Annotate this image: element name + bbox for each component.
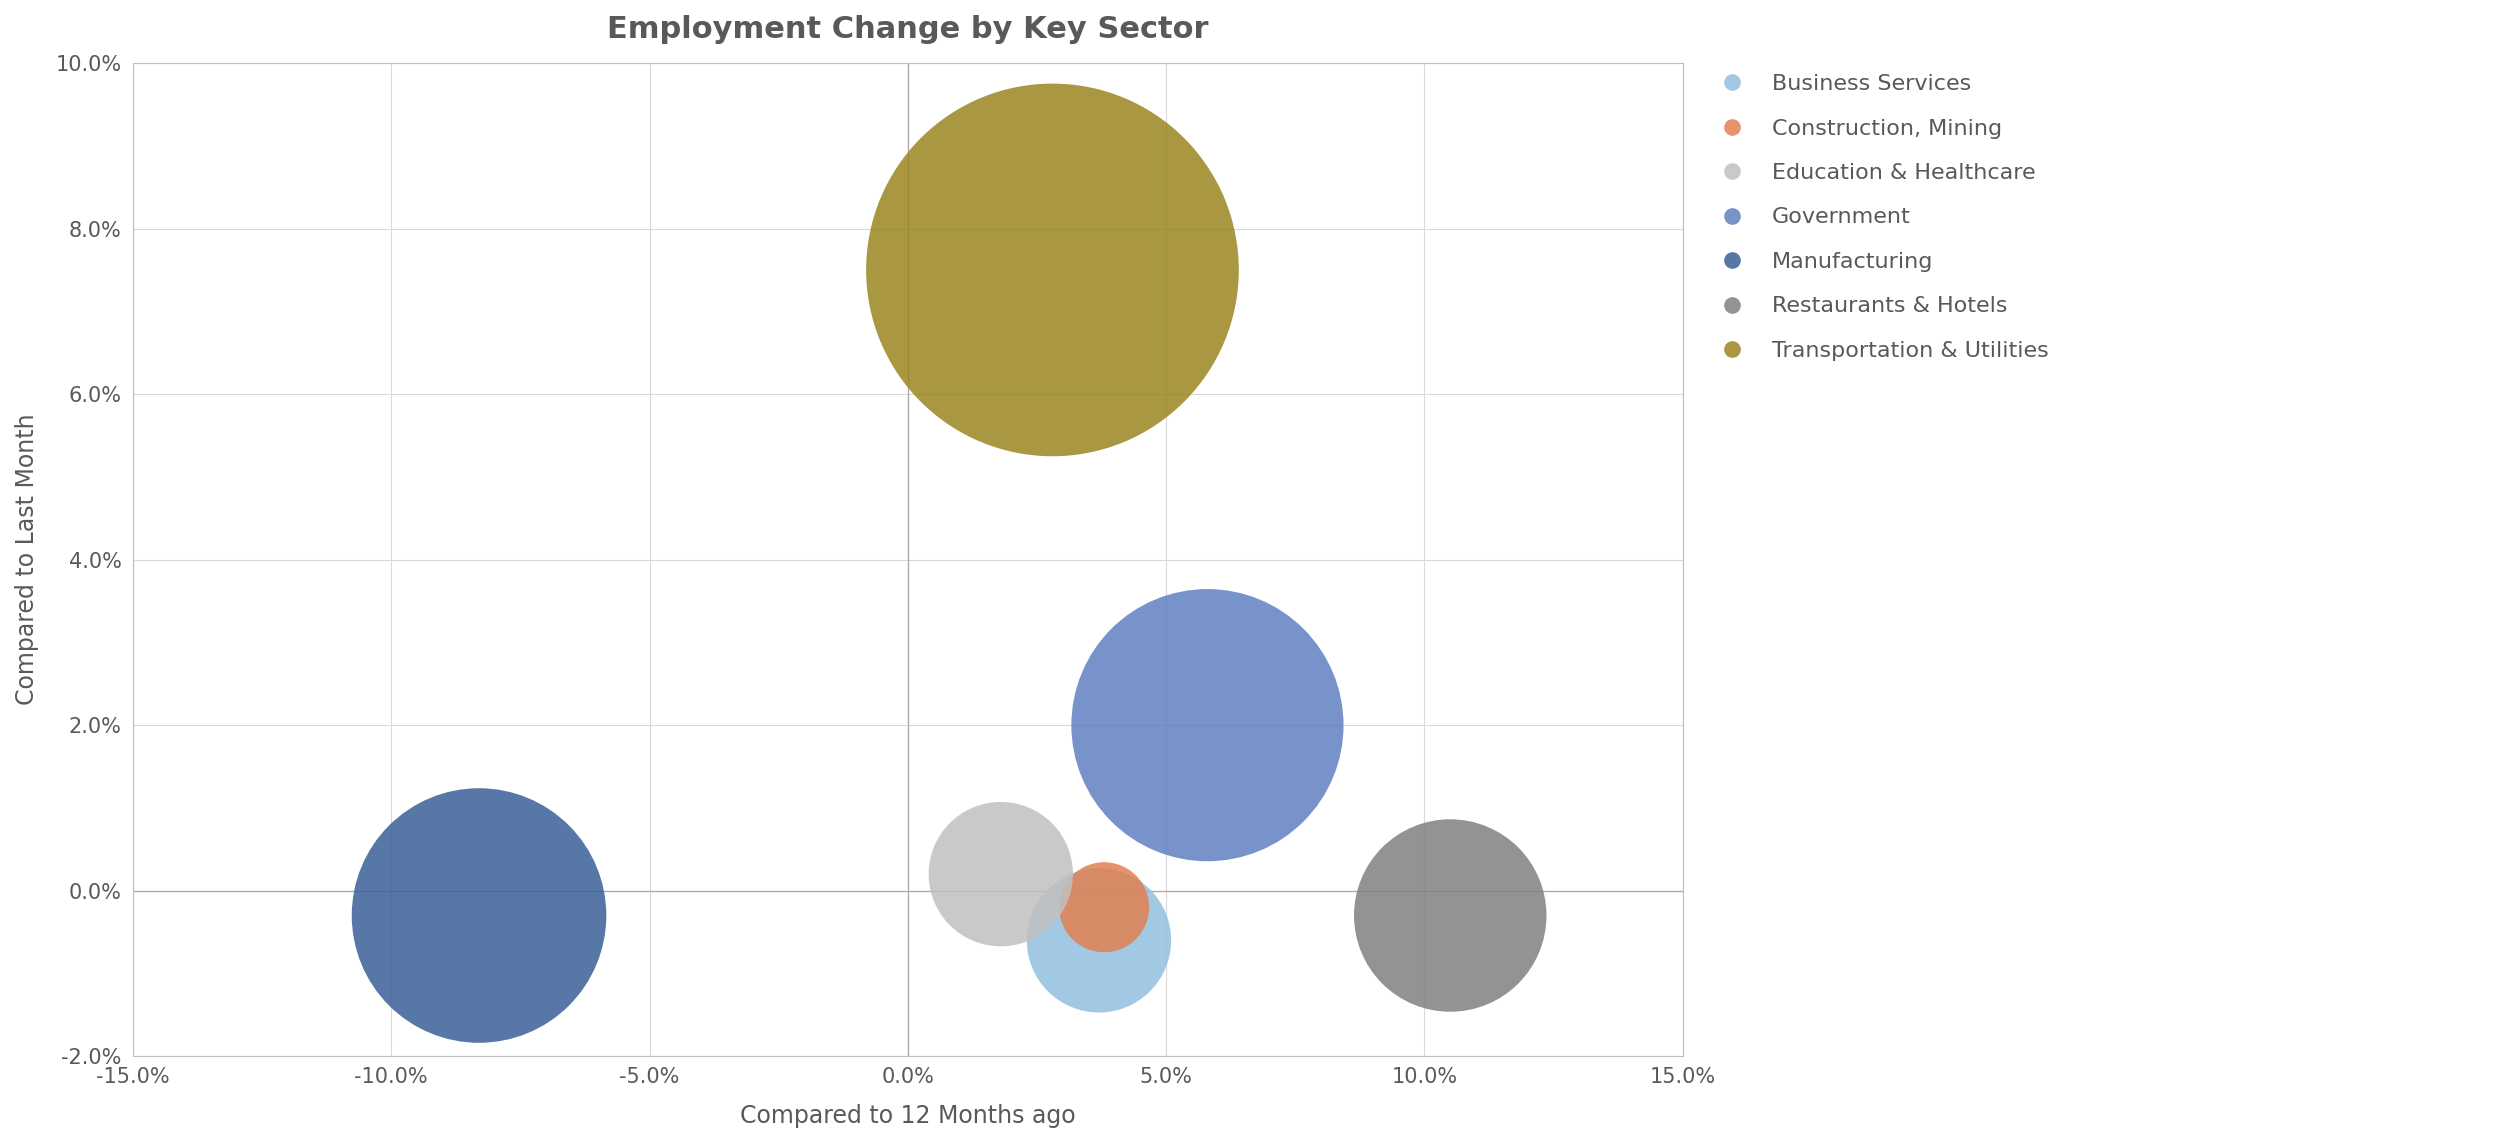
Title: Employment Change by Key Sector: Employment Change by Key Sector (606, 15, 1209, 43)
Point (458, 906, 498, 925)
Point (1430, 906, 1470, 925)
Point (1079, 932, 1119, 950)
Point (1032, 261, 1072, 279)
X-axis label: Compared to 12 Months ago: Compared to 12 Months ago (741, 1104, 1077, 1128)
Point (1187, 716, 1227, 734)
Point (982, 865, 1022, 884)
Legend: Business Services, Construction, Mining, Education & Healthcare, Government, Man: Business Services, Construction, Mining,… (1698, 63, 2058, 371)
Point (1084, 898, 1124, 917)
Y-axis label: Compared to Last Month: Compared to Last Month (15, 414, 40, 705)
